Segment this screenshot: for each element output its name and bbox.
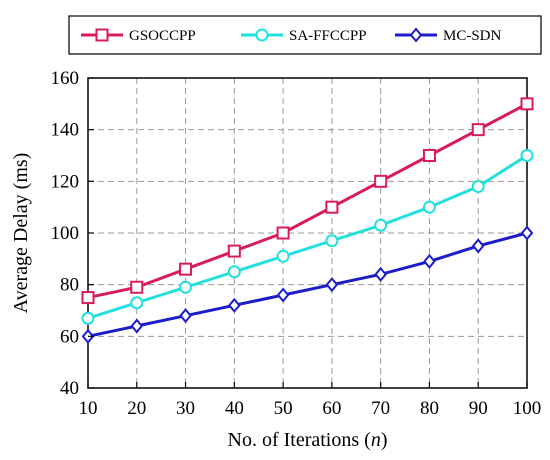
x-tick-label: 90 bbox=[469, 398, 488, 419]
point-sa-ffccpp bbox=[325, 234, 339, 248]
y-tick-label: 160 bbox=[51, 68, 80, 89]
x-axis-label-prefix: No. of Iterations ( bbox=[228, 429, 372, 451]
legend-marker bbox=[255, 28, 269, 42]
x-tick-label: 60 bbox=[322, 398, 341, 419]
point-sa-ffccpp bbox=[374, 218, 388, 232]
legend-marker bbox=[409, 27, 423, 43]
x-tick-label: 40 bbox=[225, 398, 244, 419]
x-tick-label: 100 bbox=[513, 398, 542, 419]
x-tick-label: 20 bbox=[127, 398, 146, 419]
y-axis-label: Average Delay (ms) bbox=[10, 153, 32, 314]
point-mc-sdn bbox=[423, 253, 436, 269]
series-line-sa-ffccpp bbox=[87, 154, 528, 320]
legend-item-sa-ffccpp: SA-FFCCPP bbox=[241, 28, 367, 44]
point-gsoccpp bbox=[325, 200, 339, 214]
legend-label: MC-SDN bbox=[443, 28, 502, 44]
series-layer bbox=[81, 97, 534, 344]
point-mc-sdn bbox=[228, 297, 241, 313]
point-mc-sdn bbox=[130, 318, 144, 334]
x-tick-label: 80 bbox=[420, 398, 439, 419]
point-gsoccpp bbox=[520, 97, 534, 111]
y-tick-label: 120 bbox=[51, 171, 80, 192]
point-gsoccpp bbox=[471, 123, 485, 137]
y-tick-label: 100 bbox=[51, 223, 80, 244]
series-gsoccpp bbox=[81, 97, 534, 305]
point-sa-ffccpp bbox=[81, 311, 95, 325]
grid bbox=[88, 78, 527, 388]
point-mc-sdn bbox=[471, 238, 485, 254]
point-gsoccpp bbox=[374, 174, 388, 188]
legend-label: SA-FFCCPP bbox=[289, 28, 367, 44]
point-sa-ffccpp bbox=[276, 249, 290, 263]
point-sa-ffccpp bbox=[520, 149, 534, 162]
point-mc-sdn bbox=[325, 277, 339, 293]
point-sa-ffccpp bbox=[422, 200, 436, 214]
point-gsoccpp bbox=[276, 226, 290, 240]
y-tick-label: 80 bbox=[60, 275, 79, 296]
y-tick-label: 140 bbox=[51, 120, 80, 141]
x-axis-label-variable: n bbox=[371, 429, 381, 451]
point-sa-ffccpp bbox=[227, 265, 241, 279]
legend-box bbox=[68, 15, 542, 55]
point-gsoccpp bbox=[227, 244, 241, 258]
x-axis-label: No. of Iterations (n) bbox=[228, 429, 388, 451]
point-mc-sdn bbox=[374, 266, 387, 282]
x-tick-label: 50 bbox=[274, 398, 293, 419]
x-tick-label: 30 bbox=[176, 398, 195, 419]
series-line-mc-sdn bbox=[87, 231, 528, 338]
ticks: 40 60 80 100 120 140 160 10 20 30 40 50 60 70 80 90 100 bbox=[51, 68, 542, 419]
point-gsoccpp bbox=[130, 280, 144, 294]
point-sa-ffccpp bbox=[471, 180, 485, 193]
x-axis-label-suffix: ) bbox=[381, 429, 388, 451]
point-gsoccpp bbox=[81, 291, 95, 305]
point-sa-ffccpp bbox=[179, 280, 193, 294]
point-gsoccpp bbox=[179, 262, 193, 276]
x-tick-label: 70 bbox=[371, 398, 390, 419]
series-line-gsoccpp bbox=[87, 102, 528, 300]
point-sa-ffccpp bbox=[130, 296, 144, 310]
legend-item-gsoccpp: GSOCCPP bbox=[81, 28, 196, 44]
series-sa-ffccpp bbox=[81, 149, 534, 325]
legend-marker bbox=[95, 28, 109, 42]
y-tick-label: 40 bbox=[60, 378, 79, 399]
legend-item-mc-sdn: MC-SDN bbox=[395, 27, 502, 44]
point-gsoccpp bbox=[422, 149, 436, 162]
y-tick-label: 60 bbox=[60, 326, 79, 347]
legend-label: GSOCCPP bbox=[129, 28, 196, 44]
point-mc-sdn bbox=[179, 308, 192, 324]
point-mc-sdn bbox=[520, 225, 534, 241]
legend: GSOCCPP SA-FFCCPP MC-SDN bbox=[68, 15, 542, 55]
x-tick-label: 10 bbox=[79, 398, 98, 419]
point-mc-sdn bbox=[276, 287, 290, 303]
